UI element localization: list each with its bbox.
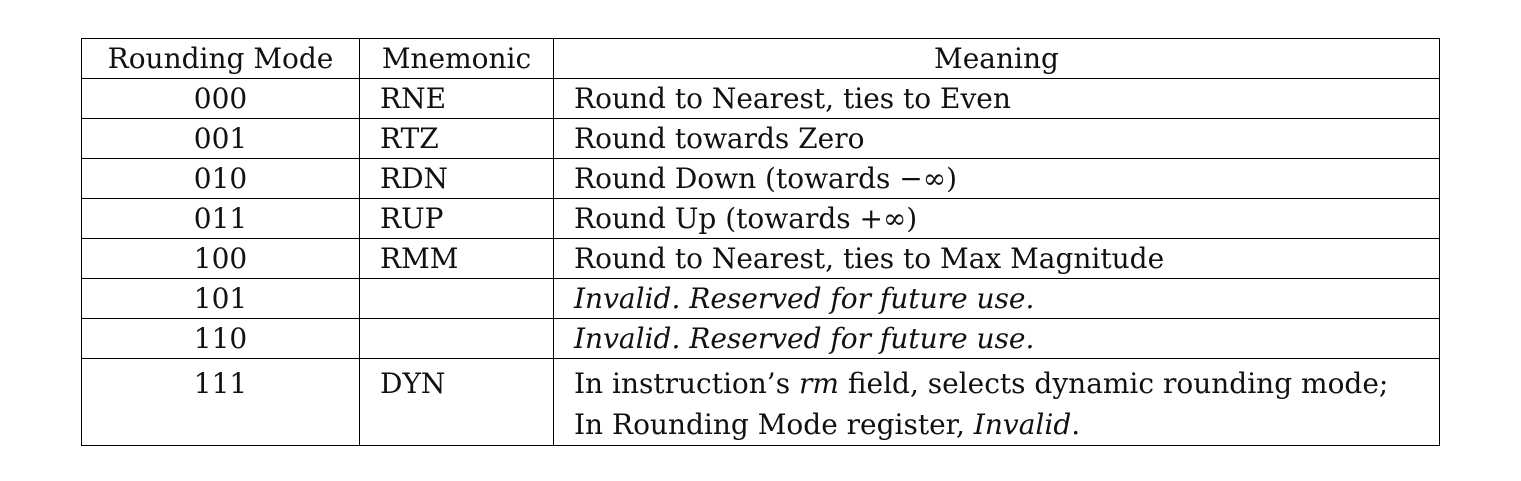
cell-mnemonic (359, 278, 554, 319)
cell-meaning-invalid: Invalid. Reserved for future use. (553, 278, 1440, 319)
cell-mnemonic: DYN (359, 358, 554, 446)
table-row: 110 Invalid. Reserved for future use. (81, 318, 1440, 359)
meaning-line-2: In Rounding Mode register, Invalid. (574, 404, 1419, 445)
meaning-text: . (1071, 408, 1081, 441)
cell-meaning: Round to Nearest, ties to Max Magnitude (553, 238, 1440, 279)
meaning-text: In Rounding Mode register, (574, 408, 974, 441)
meaning-emphasis: Invalid (973, 408, 1072, 441)
cell-meaning: Round to Nearest, ties to Even (553, 78, 1440, 119)
table-row: 111 DYN In instruction’s rm field, selec… (81, 358, 1440, 446)
cell-mnemonic (359, 318, 554, 359)
cell-mode: 010 (81, 158, 360, 199)
header-meaning: Meaning (553, 38, 1440, 79)
table-row: 000 RNE Round to Nearest, ties to Even (81, 78, 1440, 119)
meaning-emphasis: rm (798, 367, 839, 400)
cell-meaning: Round towards Zero (553, 118, 1440, 159)
cell-mode: 100 (81, 238, 360, 279)
meaning-text: field, selects dynamic rounding mode; (838, 367, 1389, 400)
cell-mode: 011 (81, 198, 360, 239)
table-row: 101 Invalid. Reserved for future use. (81, 278, 1440, 319)
table-row: 010 RDN Round Down (towards −∞) (81, 158, 1440, 199)
cell-mnemonic: RDN (359, 158, 554, 199)
cell-meaning-dyn: In instruction’s rm field, selects dynam… (553, 358, 1440, 446)
cell-mode: 111 (81, 358, 360, 446)
cell-mode: 001 (81, 118, 360, 159)
cell-mode: 000 (81, 78, 360, 119)
cell-mnemonic: RTZ (359, 118, 554, 159)
cell-mode: 110 (81, 318, 360, 359)
table-header-row: Rounding Mode Mnemonic Meaning (81, 38, 1440, 79)
cell-meaning: Round Down (towards −∞) (553, 158, 1440, 199)
header-mnemonic: Mnemonic (359, 38, 554, 79)
table-row: 100 RMM Round to Nearest, ties to Max Ma… (81, 238, 1440, 279)
table-row: 011 RUP Round Up (towards +∞) (81, 198, 1440, 239)
rounding-mode-table: Rounding Mode Mnemonic Meaning 000 RNE R… (81, 38, 1440, 446)
cell-mode: 101 (81, 278, 360, 319)
cell-mnemonic: RNE (359, 78, 554, 119)
cell-mnemonic: RMM (359, 238, 554, 279)
cell-mnemonic: RUP (359, 198, 554, 239)
table-row: 001 RTZ Round towards Zero (81, 118, 1440, 159)
meaning-text: In instruction’s (574, 367, 799, 400)
cell-meaning-invalid: Invalid. Reserved for future use. (553, 318, 1440, 359)
meaning-line-1: In instruction’s rm field, selects dynam… (574, 363, 1419, 404)
header-rounding-mode: Rounding Mode (81, 38, 360, 79)
cell-meaning: Round Up (towards +∞) (553, 198, 1440, 239)
